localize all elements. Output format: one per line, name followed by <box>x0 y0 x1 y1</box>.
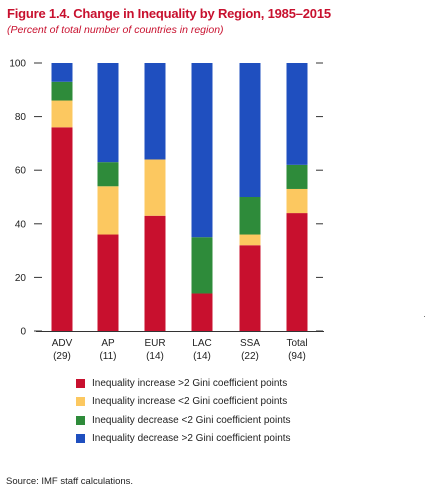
stray-mark <box>424 316 425 317</box>
legend-swatch <box>76 415 85 425</box>
bar-segment <box>191 293 213 331</box>
bar-segment <box>97 186 119 235</box>
bar-segment <box>191 63 213 238</box>
bar-segment <box>51 100 73 128</box>
legend-swatch <box>76 434 85 444</box>
y-tick-label: 20 <box>15 273 27 284</box>
x-tick-label: Total <box>286 338 307 349</box>
legend-item: Inequality increase <2 Gini coefficient … <box>76 393 291 412</box>
x-count-label: (29) <box>53 351 71 362</box>
bar-segment <box>239 234 261 246</box>
bar-segment <box>286 63 308 165</box>
bar-segment <box>51 127 73 331</box>
bar-segment <box>144 215 166 331</box>
bar-segment <box>191 237 213 294</box>
legend-swatch <box>76 397 85 407</box>
x-count-label: (14) <box>146 351 164 362</box>
bar-segment <box>239 245 261 331</box>
bar-segment <box>144 63 166 160</box>
bar-segment <box>97 162 119 187</box>
bar-segment <box>51 63 73 82</box>
legend-item: Inequality decrease >2 Gini coefficient … <box>76 430 291 449</box>
stacked-bar-chart: 0 20 40 60 80 100 ADV (29) AP (11) EUR (14) LAC (14) S… <box>9 59 324 362</box>
legend-swatch <box>76 378 85 388</box>
legend-item: Inequality decrease <2 Gini coefficient … <box>76 411 291 430</box>
bar-segment <box>144 159 166 216</box>
bar-segment <box>97 63 119 163</box>
bar-segment <box>239 63 261 197</box>
x-tick-label: EUR <box>144 338 165 349</box>
legend-label: Inequality increase <2 Gini coefficient … <box>92 396 288 408</box>
bar-segment <box>51 81 73 101</box>
x-count-label: (14) <box>193 351 211 362</box>
legend-label: Inequality decrease <2 Gini coefficient … <box>92 414 291 426</box>
bar-segment <box>286 188 308 214</box>
bar-segment <box>286 164 308 189</box>
source-note: Source: IMF staff calculations. <box>6 476 134 487</box>
legend-label: Inequality increase >2 Gini coefficient … <box>92 377 288 389</box>
x-tick-label: SSA <box>240 338 260 349</box>
x-tick-label: LAC <box>192 338 211 349</box>
chart-legend: Inequality increase >2 Gini coefficient … <box>76 374 291 448</box>
chart-subtitle: (Percent of total number of countries in… <box>7 24 224 36</box>
x-count-label: (22) <box>241 351 259 362</box>
y-tick-label: 80 <box>15 112 27 123</box>
y-tick-label: 100 <box>9 59 26 70</box>
bar-segment <box>286 213 308 331</box>
x-count-label: (11) <box>99 351 116 362</box>
legend-label: Inequality decrease >2 Gini coefficient … <box>92 433 291 445</box>
x-tick-label: AP <box>101 338 115 349</box>
y-tick-label: 60 <box>15 166 27 177</box>
x-count-label: (94) <box>288 351 306 362</box>
legend-item: Inequality increase >2 Gini coefficient … <box>76 374 291 393</box>
y-tick-label: 40 <box>15 219 27 230</box>
bar-segment <box>239 197 261 235</box>
y-tick-label: 0 <box>20 327 26 338</box>
bar-segment <box>97 234 119 331</box>
chart-title: Figure 1.4. Change in Inequality by Regi… <box>7 6 331 21</box>
x-tick-label: ADV <box>52 338 73 349</box>
